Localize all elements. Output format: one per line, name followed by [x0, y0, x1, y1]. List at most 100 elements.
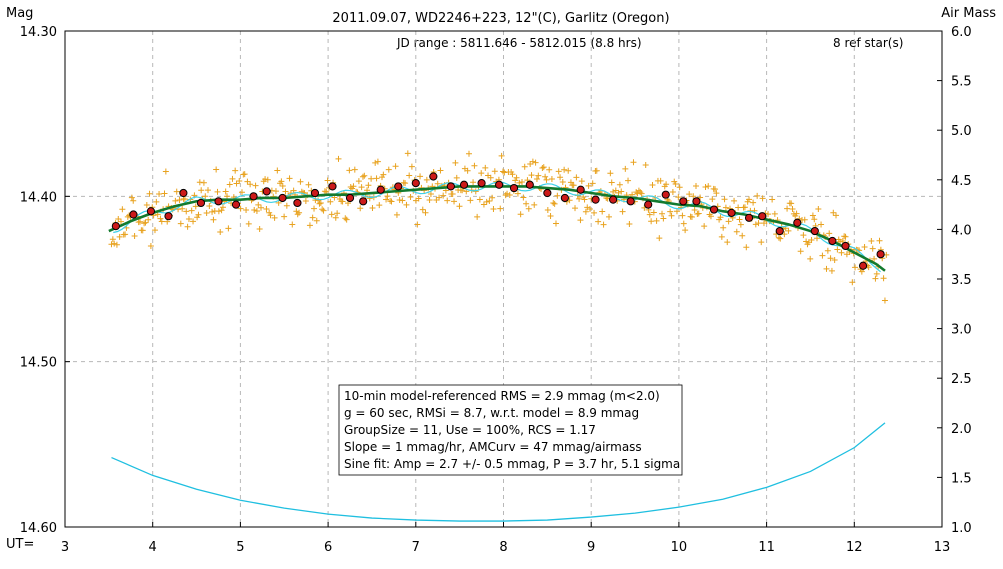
raw-point: [852, 264, 859, 271]
y-right-tick-label: 5.5: [951, 75, 972, 90]
raw-point: [675, 194, 682, 201]
raw-point: [376, 202, 383, 209]
raw-point: [194, 214, 201, 221]
raw-point: [739, 232, 746, 239]
raw-point: [181, 196, 188, 203]
binned-point: [231, 200, 241, 209]
binned-point: [394, 182, 403, 191]
raw-point: [540, 164, 547, 171]
stats-line-1: 10-min model-referenced RMS = 2.9 mmag (…: [344, 389, 660, 403]
raw-point: [841, 233, 848, 240]
raw-point: [215, 208, 222, 215]
raw-point: [593, 167, 600, 174]
raw-point: [656, 235, 663, 242]
model-curve-layer: [108, 185, 886, 272]
raw-point: [380, 171, 387, 178]
raw-point: [758, 239, 765, 246]
raw-point: [393, 211, 400, 218]
raw-point: [403, 201, 410, 208]
raw-point: [869, 245, 876, 252]
raw-point: [731, 197, 738, 204]
raw-point: [224, 193, 231, 200]
raw-point: [179, 205, 186, 212]
raw-point: [509, 171, 516, 178]
raw-point: [517, 211, 524, 218]
raw-point: [289, 221, 296, 228]
raw-point: [823, 265, 830, 272]
raw-point: [217, 229, 224, 236]
raw-point: [586, 205, 593, 212]
raw-point: [676, 184, 683, 191]
raw-point: [332, 214, 339, 221]
raw-point: [108, 241, 115, 248]
raw-point: [151, 227, 158, 234]
raw-point: [491, 168, 498, 175]
raw-point: [282, 188, 289, 195]
raw-point: [638, 190, 645, 197]
x-tick-label: 13: [934, 540, 951, 555]
raw-point: [190, 218, 197, 225]
binned-points-layer: [111, 172, 885, 270]
raw-point: [339, 198, 346, 205]
raw-point: [826, 230, 833, 237]
raw-point: [622, 165, 629, 172]
raw-point: [557, 174, 564, 181]
airmass-layer: [111, 422, 886, 522]
binned-point: [376, 185, 385, 194]
raw-point: [649, 181, 656, 188]
binned-point: [841, 241, 850, 251]
raw-point: [372, 159, 379, 166]
raw-point: [486, 198, 493, 205]
raw-point: [203, 209, 210, 216]
y-left-tick-label: 14.50: [20, 356, 57, 371]
raw-point: [646, 211, 653, 218]
raw-point: [876, 237, 883, 244]
raw-point: [204, 187, 211, 194]
binned-point: [744, 213, 754, 222]
raw-point: [668, 212, 675, 219]
raw-point: [474, 213, 481, 220]
raw-point: [272, 188, 279, 195]
raw-point: [871, 255, 878, 262]
binned-point: [179, 188, 188, 198]
raw-point: [200, 179, 207, 186]
raw-point: [449, 190, 456, 197]
raw-point: [271, 214, 278, 221]
raw-point: [809, 212, 816, 219]
binned-point: [810, 226, 819, 236]
raw-point: [399, 197, 406, 204]
raw-point: [115, 215, 122, 222]
raw-point: [721, 196, 728, 203]
raw-point: [755, 220, 762, 227]
binned-point: [661, 190, 670, 199]
y-right-tick-label: 1.5: [951, 471, 972, 486]
raw-point: [718, 233, 725, 240]
raw-point: [504, 190, 511, 197]
raw-point: [824, 247, 831, 254]
raw-point: [176, 197, 183, 204]
binned-point: [146, 207, 156, 216]
stats-line-4: Slope = 1 mmag/hr, AMCurv = 47 mmag/airm…: [344, 440, 642, 454]
raw-point: [506, 191, 513, 198]
raw-point: [591, 209, 598, 216]
raw-point: [680, 220, 687, 227]
raw-point: [552, 220, 559, 227]
raw-point: [404, 150, 411, 157]
raw-point: [226, 181, 233, 188]
raw-point: [222, 188, 229, 195]
raw-point: [657, 177, 664, 184]
raw-point: [464, 167, 471, 174]
raw-point: [531, 201, 538, 208]
raw-point: [243, 206, 250, 213]
raw-point: [570, 182, 577, 189]
raw-point: [542, 173, 549, 180]
raw-point: [800, 232, 807, 239]
raw-point: [247, 181, 254, 188]
raw-point: [266, 209, 273, 216]
y-right-tick-label: 5.0: [951, 124, 972, 139]
raw-point: [368, 175, 375, 182]
raw-point: [451, 198, 458, 205]
binned-point: [560, 193, 569, 203]
raw-point: [606, 213, 613, 220]
raw-point: [173, 188, 180, 195]
